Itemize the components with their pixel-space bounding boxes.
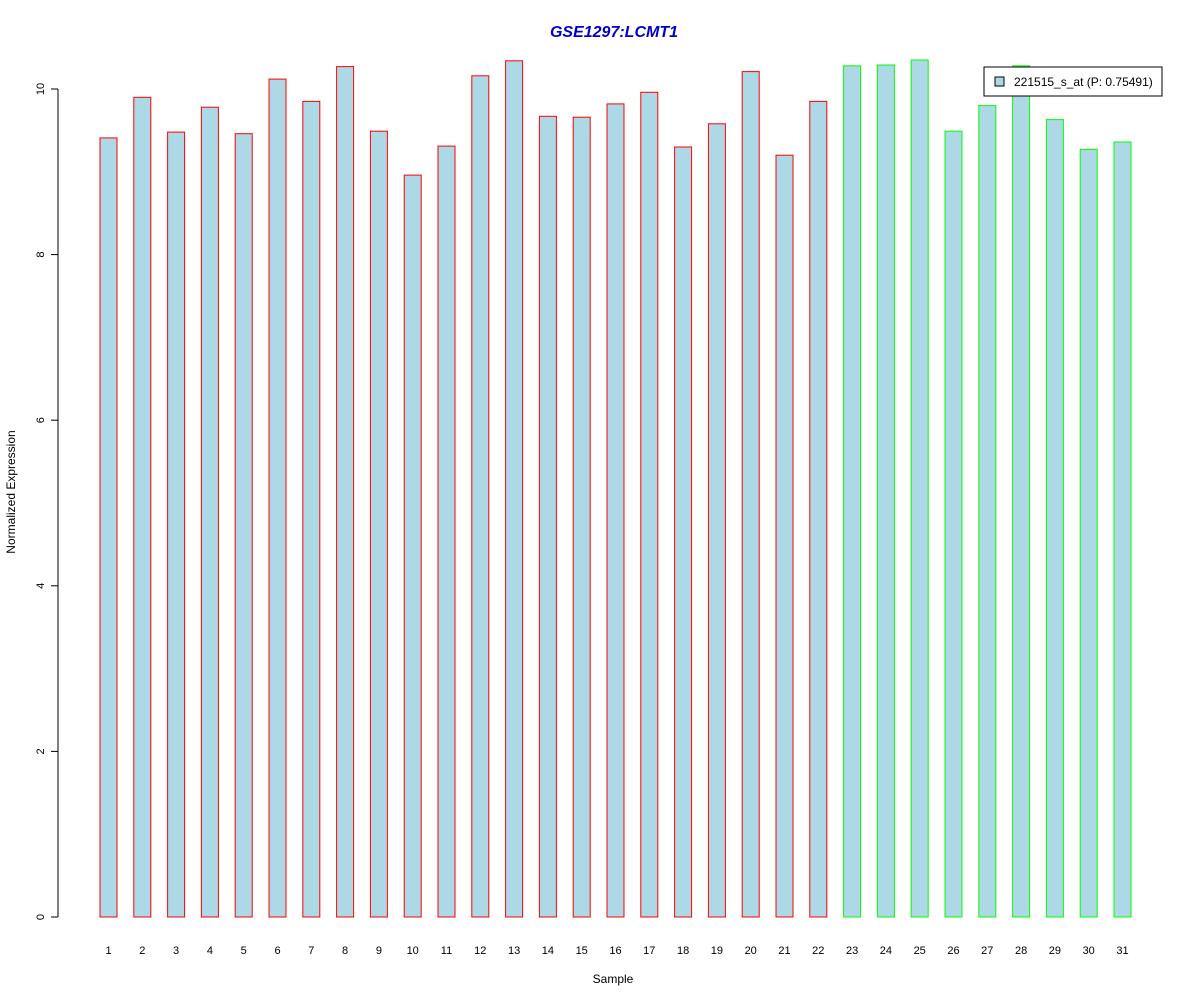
x-tick-label: 22 [812, 945, 824, 957]
bar-sample-14 [538, 115, 557, 918]
legend-swatch [994, 76, 1005, 87]
x-tick-label: 10 [407, 945, 419, 957]
bar-sample-20 [741, 71, 760, 918]
bars-group [99, 59, 1132, 918]
x-tick-label: 19 [711, 945, 723, 957]
legend-label: 221515_s_at (P: 0.75491) [1014, 75, 1153, 89]
x-axis-label: Sample [593, 972, 634, 986]
x-tick-label: 8 [342, 945, 348, 957]
bar-sample-19 [707, 123, 726, 918]
x-tick-label: 17 [643, 945, 655, 957]
x-tick-label: 2 [139, 945, 145, 957]
y-tick-label: 10 [35, 83, 47, 95]
bar-sample-9 [369, 130, 388, 918]
bar-sample-13 [505, 60, 524, 918]
y-tick-label: 0 [35, 914, 47, 920]
legend-box [983, 66, 1163, 97]
bar-sample-28 [1012, 65, 1031, 918]
bar-sample-25 [910, 59, 929, 918]
bar-sample-27 [978, 105, 997, 918]
bar-sample-8 [336, 66, 355, 918]
x-tick-label: 28 [1015, 945, 1027, 957]
chart-title: GSE1297:LCMT1 [550, 24, 678, 41]
x-tick-label: 20 [745, 945, 757, 957]
bar-sample-10 [403, 174, 422, 918]
bar-sample-12 [471, 75, 490, 918]
x-tick-label: 14 [542, 945, 554, 957]
x-tick-label: 27 [981, 945, 993, 957]
x-tick-label: 6 [274, 945, 280, 957]
x-tick-label: 4 [207, 945, 213, 957]
x-tick-label: 16 [609, 945, 621, 957]
x-tick-label: 9 [376, 945, 382, 957]
x-tick-label: 11 [441, 945, 452, 957]
x-tick-label: 24 [880, 945, 892, 957]
bar-sample-6 [268, 78, 287, 918]
bar-sample-30 [1079, 148, 1098, 918]
x-tick-label: 29 [1049, 945, 1061, 957]
y-tick-label: 6 [35, 417, 47, 423]
x-tick-label: 1 [105, 945, 111, 957]
y-tick-label: 4 [35, 583, 47, 589]
bar-sample-17 [640, 91, 659, 918]
x-tick-label: 30 [1083, 945, 1095, 957]
x-tick-label: 3 [173, 945, 179, 957]
bar-sample-16 [606, 103, 625, 918]
bar-sample-3 [167, 131, 186, 918]
x-tick-label: 12 [474, 945, 486, 957]
x-tick-label: 15 [576, 945, 588, 957]
bar-sample-15 [572, 116, 591, 918]
bar-sample-29 [1045, 119, 1064, 918]
bar-sample-31 [1113, 141, 1132, 918]
x-tick-label: 31 [1116, 945, 1128, 957]
bar-sample-22 [809, 100, 828, 918]
bar-sample-21 [775, 154, 794, 918]
x-tick-label: 5 [241, 945, 247, 957]
bar-sample-2 [133, 96, 152, 918]
x-tick-label: 13 [508, 945, 520, 957]
x-tick-label: 23 [846, 945, 858, 957]
x-tick-labels: 1 2 3 4 5 6 7 8 9 10 11 12 13 14 15 16 17 18 19 20 21 22 23 24 2… [105, 945, 1128, 957]
x-tick-label: 7 [308, 945, 314, 957]
x-tick-label: 21 [778, 945, 790, 957]
legend: 221515_s_at (P: 0.75491) [983, 66, 1163, 97]
bar-sample-5 [234, 133, 253, 918]
x-tick-label: 18 [677, 945, 689, 957]
y-axis-label: Normalized Expression [4, 430, 18, 553]
bar-sample-26 [944, 130, 963, 918]
bar-sample-11 [437, 145, 456, 918]
y-tick-label: 2 [35, 748, 47, 754]
bar-sample-18 [674, 146, 693, 918]
y-tick-label: 8 [35, 252, 47, 258]
y-axis: 0 2 4 6 8 10 [35, 83, 59, 920]
x-tick-label: 25 [914, 945, 926, 957]
bar-sample-4 [200, 106, 219, 918]
bar-sample-23 [843, 65, 862, 918]
bar-sample-7 [302, 100, 321, 918]
x-tick-label: 26 [947, 945, 959, 957]
bar-sample-24 [876, 64, 895, 918]
bar-sample-1 [99, 137, 118, 918]
